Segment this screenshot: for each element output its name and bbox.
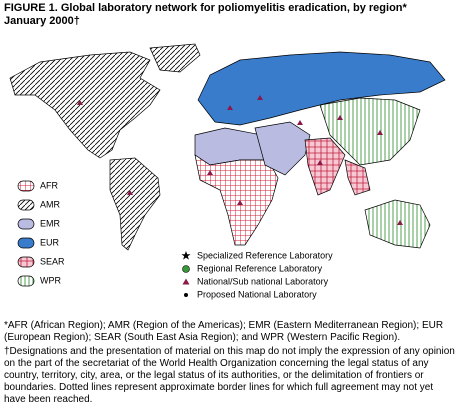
legend-symbol-circle — [182, 265, 190, 273]
legend-swatch — [17, 256, 35, 268]
east-asia — [319, 97, 421, 166]
legend-swatch — [17, 199, 35, 211]
legend-symbol-dot — [184, 293, 188, 297]
legend-swatch — [17, 180, 35, 192]
australia — [364, 199, 431, 249]
footnote: *AFR (African Region); AMR (Region of th… — [4, 320, 444, 343]
legend-swatch — [17, 275, 35, 287]
north-america — [9, 51, 161, 159]
africa — [194, 154, 279, 246]
legend-swatch — [17, 218, 35, 230]
legend-label: SEAR — [40, 256, 65, 266]
region-legend: AFR AMR EMR EUR SEAR WPR — [17, 180, 65, 287]
legend-label: Specialized Reference Laboratory — [197, 250, 333, 260]
world-map — [9, 43, 446, 251]
south-america — [109, 157, 161, 251]
legend-label: AFR — [40, 180, 59, 190]
europe-russia — [197, 51, 446, 126]
figure: FIGURE 1. Global laboratory network for … — [4, 2, 446, 299]
legend-swatch — [17, 237, 35, 249]
title: FIGURE 1. Global laboratory network for … — [4, 2, 408, 14]
title: January 2000† — [4, 15, 80, 27]
legend-label: EMR — [40, 218, 61, 228]
south-asia — [304, 137, 346, 196]
legend-label: National/Sub national Laboratory — [197, 276, 329, 286]
legend-symbol-triangle — [182, 278, 190, 285]
legend-label: Proposed National Laboratory — [197, 289, 317, 299]
footnote: †Designations and the presentation of ma… — [4, 346, 455, 405]
legend-label: AMR — [40, 199, 61, 209]
legend-label: WPR — [40, 275, 61, 285]
legend-label: EUR — [40, 237, 60, 247]
lab-legend: Specialized Reference Laboratory Regiona… — [181, 250, 333, 299]
greenland — [149, 43, 201, 73]
middle-east — [254, 121, 311, 176]
southeast-asia — [344, 159, 371, 196]
legend-label: Regional Reference Laboratory — [197, 263, 323, 273]
legend-symbol-star — [181, 251, 191, 260]
